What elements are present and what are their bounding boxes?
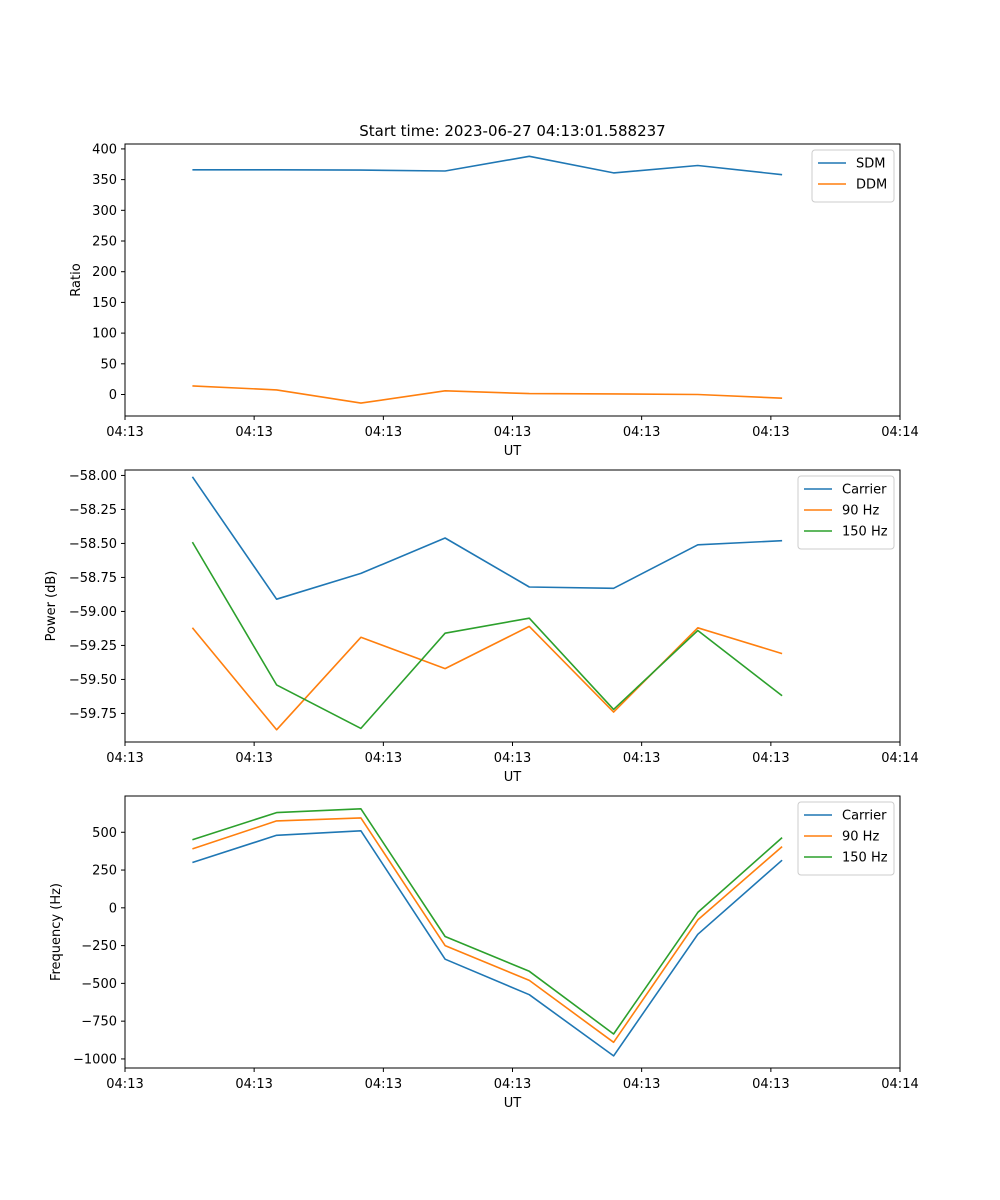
y-tick-label: −500: [81, 977, 117, 992]
x-tick-label: 04:13: [106, 1077, 143, 1092]
series-line-3-2: [192, 817, 783, 1044]
x-tick-label: 04:13: [106, 425, 143, 440]
legend: Carrier 90 Hz 150 Hz: [797, 475, 895, 550]
y-tick-label: −59.00: [69, 605, 117, 620]
x-tick-label: 04:13: [623, 425, 660, 440]
x-tick-label: 04:13: [623, 1077, 660, 1092]
x-tick-label: 04:13: [235, 1077, 272, 1092]
legend-label: DDM: [856, 178, 887, 193]
legend-label: Carrier: [842, 483, 887, 498]
x-tick-label: 04:13: [494, 1077, 531, 1092]
y-tick-label: 350: [92, 173, 117, 188]
series-line-2-2: [191, 625, 783, 731]
legend-label: SDM: [856, 157, 885, 172]
y-tick-label: 500: [92, 826, 117, 841]
x-tick-label: 04:13: [106, 751, 143, 766]
x-tick-label: 04:14: [881, 751, 918, 766]
y-axis-label: Frequency (Hz): [49, 883, 64, 981]
y-tick-label: 250: [92, 864, 117, 879]
y-tick-label: −58.00: [69, 469, 117, 484]
chart-panel-2: 04:13 04:13 04:13 04:13 04:13 04:13 04:14 −59.7…: [44, 469, 919, 785]
series-line-2-1: [191, 476, 783, 601]
series-line-3-1: [192, 829, 783, 1057]
x-tick-label: 04:13: [752, 751, 789, 766]
chart-panel-3: 04:13 04:13 04:13 04:13 04:13 04:13 04:14 −1000…: [49, 795, 919, 1111]
x-tick-label: 04:13: [365, 1077, 402, 1092]
plot-frame: [124, 469, 901, 743]
x-tick-label: 04:13: [752, 1077, 789, 1092]
x-tick-label: 04:13: [623, 751, 660, 766]
x-axis-label: UT: [504, 444, 522, 459]
y-tick-label: 400: [92, 142, 117, 157]
x-tick-label: 04:13: [494, 425, 531, 440]
y-tick-label: 0: [109, 388, 117, 403]
y-axis-label: Ratio: [69, 263, 84, 296]
y-tick-label: −58.25: [69, 503, 117, 518]
x-axis-label: UT: [504, 1096, 522, 1111]
plot-frame: [124, 143, 901, 417]
legend-label: 150 Hz: [842, 525, 888, 540]
y-tick-label: −250: [81, 939, 117, 954]
y-axis-label: Power (dB): [44, 571, 59, 642]
x-tick-label: 04:14: [881, 1077, 918, 1092]
x-tick-label: 04:13: [752, 425, 789, 440]
y-tick-label: 50: [100, 357, 117, 372]
y-tick-label: 100: [92, 327, 117, 342]
y-tick-label: −59.75: [69, 707, 117, 722]
legend-label: 90 Hz: [842, 830, 879, 845]
series-line-3-3: [192, 807, 783, 1035]
y-tick-label: −58.50: [69, 537, 117, 552]
legend: SDM DDM: [811, 149, 895, 203]
series-line-1-2: [192, 385, 783, 404]
chart-panel-1: 04:13 04:13 04:13 04:13 04:13 04:13 04:14 0 50 10…: [69, 122, 919, 459]
x-tick-label: 04:13: [494, 751, 531, 766]
x-axis-label: UT: [504, 770, 522, 785]
y-tick-label: 250: [92, 235, 117, 250]
legend-label: 150 Hz: [842, 851, 888, 866]
plot-frame: [124, 795, 901, 1069]
y-tick-label: −58.75: [69, 571, 117, 586]
y-tick-label: −1000: [73, 1052, 117, 1067]
x-tick-label: 04:13: [235, 425, 272, 440]
x-tick-label: 04:13: [365, 751, 402, 766]
y-tick-label: −750: [81, 1015, 117, 1030]
series-line-1-1: [192, 155, 783, 176]
x-tick-label: 04:14: [881, 425, 918, 440]
y-tick-label: −59.50: [69, 673, 117, 688]
y-tick-label: 200: [92, 265, 117, 280]
y-tick-label: 150: [92, 296, 117, 311]
legend: Carrier 90 Hz 150 Hz: [797, 801, 895, 876]
chart-title: Start time: 2023-06-27 04:13:01.588237: [359, 122, 665, 140]
legend-label: 90 Hz: [842, 504, 879, 519]
x-tick-label: 04:13: [235, 751, 272, 766]
y-tick-label: 300: [92, 204, 117, 219]
x-tick-label: 04:13: [365, 425, 402, 440]
legend-label: Carrier: [842, 809, 887, 824]
series-line-2-3: [191, 541, 783, 730]
y-tick-label: 0: [109, 901, 117, 916]
y-tick-label: −59.25: [69, 639, 117, 654]
